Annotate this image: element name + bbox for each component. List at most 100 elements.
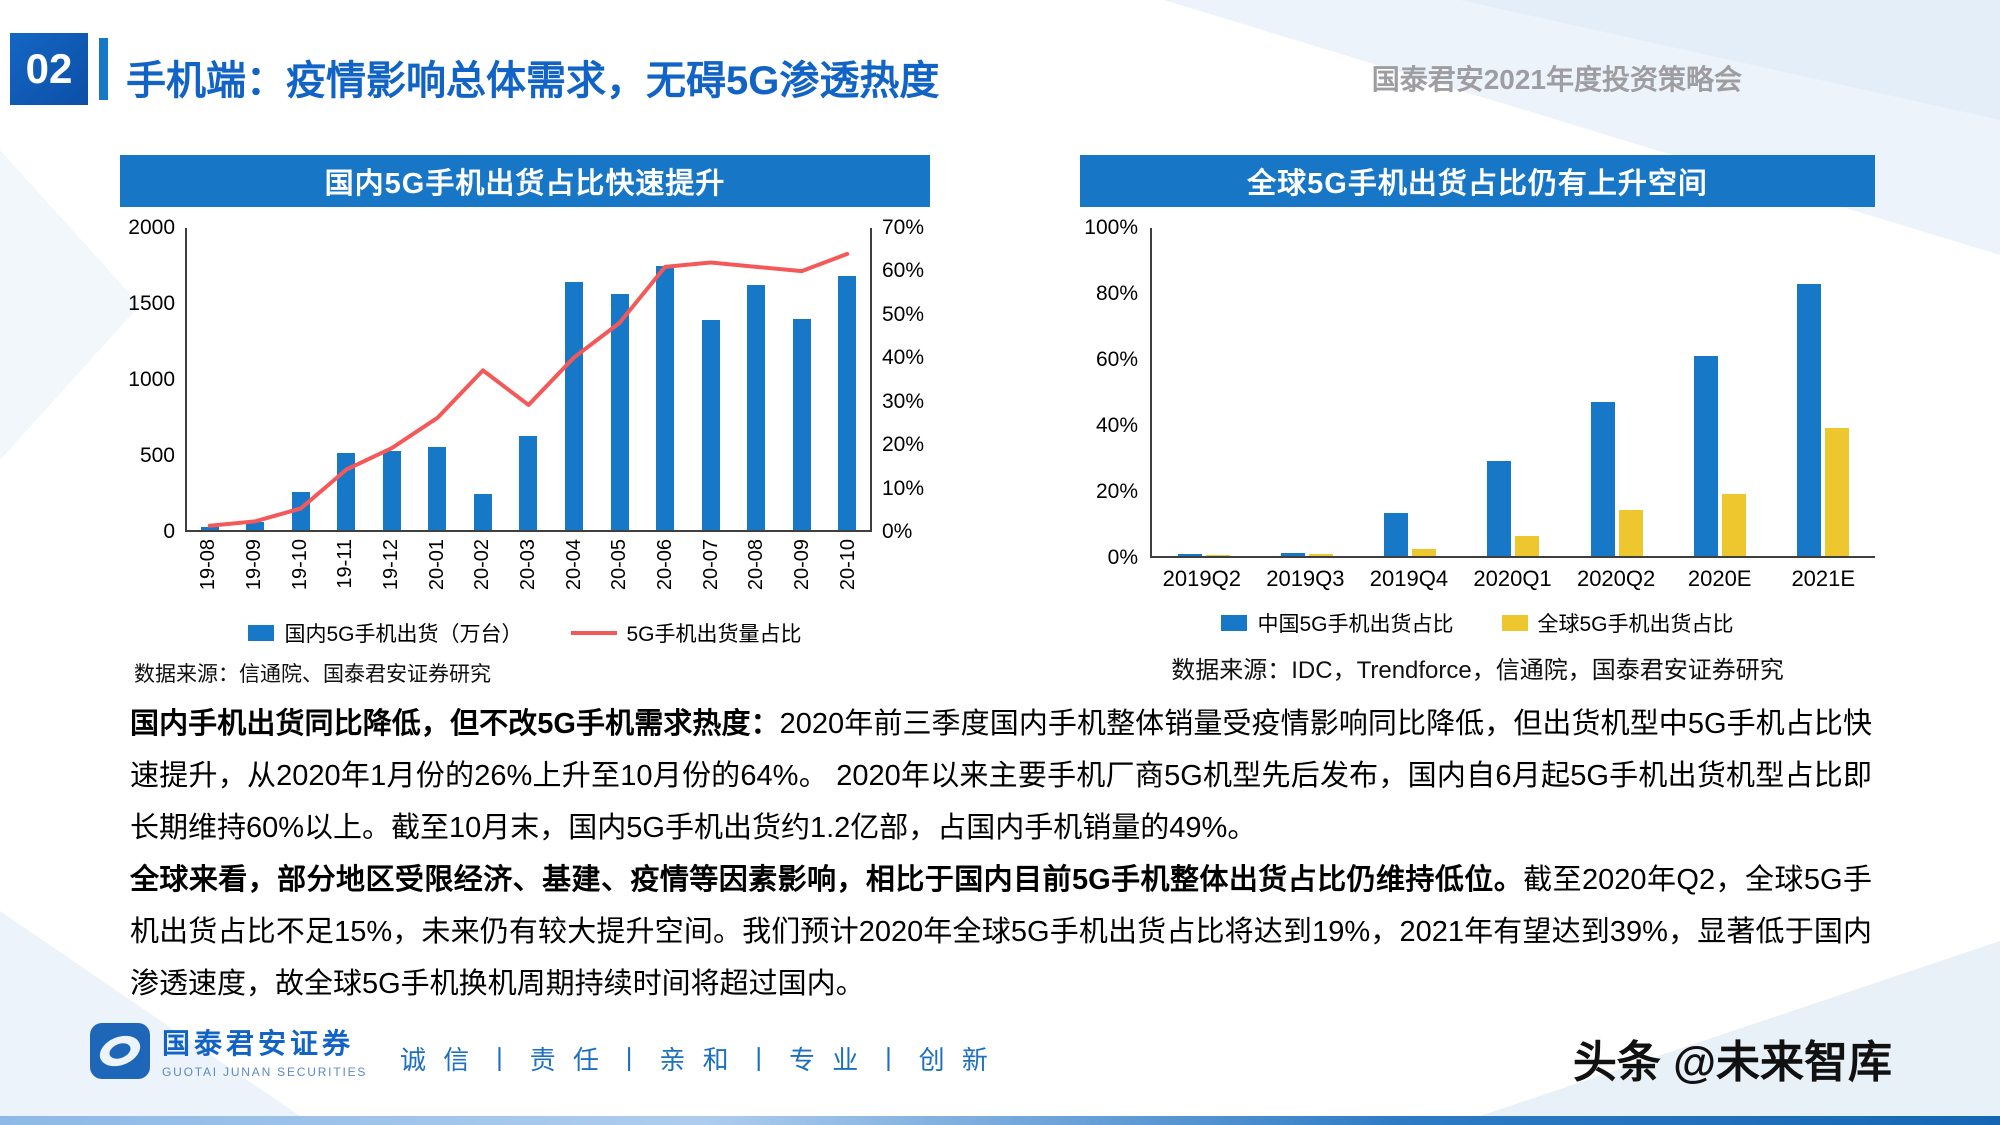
bar-column-19-09 (233, 228, 279, 530)
x-axis-label: 2019Q3 (1266, 566, 1345, 591)
y-axis-tick-label: 100% (1084, 216, 1138, 239)
y-axis-tick-label: 10% (882, 476, 925, 500)
company-logo-text: 国泰君安证券 GUOTAI JUNAN SECURITIES (162, 1022, 367, 1079)
x-axis-label: 20-09 (791, 539, 814, 591)
global-ratio-bar (1308, 554, 1333, 556)
domestic-bars (187, 228, 870, 530)
domestic-shipment-bar (747, 285, 766, 530)
y-axis-tick-label: 500 (139, 444, 175, 467)
x-axis-label: 19-08 (197, 539, 220, 591)
bar-column-19-12 (369, 228, 415, 530)
conference-label: 国泰君安2021年度投资策略会 (1371, 64, 1742, 95)
x-axis-label: 20-05 (608, 539, 631, 591)
analysis-text: 国内手机出货同比降低，但不改5G手机需求热度：2020年前三季度国内手机整体销量… (130, 698, 1872, 1010)
global-bars (1152, 228, 1875, 556)
bar-group-2019Q2 (1152, 228, 1255, 556)
china-ratio-bar (1797, 283, 1822, 556)
global-chart-title: 全球5G手机出货占比仍有上升空间 (1080, 155, 1875, 207)
paragraph-domestic-body: 2020年前三季度国内手机整体销量受疫情影响同比降低，但出货机型中5G手机占比快… (130, 708, 1873, 844)
bar-column-20-10 (824, 228, 870, 530)
title-accent-bar (99, 38, 108, 100)
domestic-shipment-bar (473, 493, 492, 530)
china-ratio-bar (1280, 552, 1305, 556)
bar-legend-swatch (248, 625, 275, 641)
bar-column-20-02 (460, 228, 506, 530)
company-name-cn: 国泰君安证券 (162, 1028, 355, 1059)
x-axis-label: 20-07 (699, 539, 722, 591)
paragraph-domestic-lead: 国内手机出货同比降低，但不改5G手机需求热度： (130, 708, 780, 740)
bar-column-19-08 (187, 228, 233, 530)
bar-column-20-06 (642, 228, 688, 530)
bar-column-20-03 (506, 228, 552, 530)
domestic-shipment-bar (701, 320, 720, 530)
global-ratio-bar (1412, 549, 1437, 556)
paragraph-domestic: 国内手机出货同比降低，但不改5G手机需求热度：2020年前三季度国内手机整体销量… (130, 698, 1872, 854)
domestic-shipment-bar (382, 451, 401, 530)
y-axis-tick-label: 1000 (128, 368, 175, 391)
y-axis-tick-label: 60% (882, 259, 925, 283)
y-axis-tick-label: 1500 (128, 292, 175, 315)
china-legend-swatch (1221, 615, 1248, 631)
china-ratio-bar (1590, 401, 1615, 556)
y-axis-tick-label: 50% (882, 302, 925, 326)
bar-column-19-10 (278, 228, 324, 530)
bar-column-20-04 (551, 228, 597, 530)
bar-group-2020E (1668, 228, 1771, 556)
y-axis-tick-label: 60% (1095, 348, 1138, 371)
bar-group-2020Q2 (1565, 228, 1668, 556)
legend-label-china: 中国5G手机出货占比 (1257, 613, 1454, 636)
legend-label-line: 5G手机出货量占比 (626, 623, 802, 646)
domestic-shipment-bar (565, 282, 584, 530)
domestic-legend: 国内5G手机出货（万台） 5G手机出货量占比 (120, 618, 930, 648)
left-y-axis: 2000 1500 1000 500 0 (120, 216, 185, 543)
page-number: 02 (25, 45, 73, 92)
x-axis-label: 20-02 (471, 539, 494, 591)
x-axis-label: 19-09 (243, 539, 265, 591)
domestic-x-axis-labels: 19-08 19-09 19-10 19-11 19-12 20-01 20-02 20-03… (186, 532, 871, 614)
x-axis-label: 19-12 (380, 539, 403, 591)
domestic-chart-area: 2000 1500 1000 500 0 70% 60% 50% 40% 30% 20% 10% 0% (120, 216, 930, 543)
x-axis-label: 20-10 (836, 539, 859, 591)
china-ratio-bar (1384, 513, 1409, 556)
x-axis-label: 19-11 (334, 539, 357, 589)
bar-group-2019Q3 (1255, 228, 1358, 556)
paragraph-global: 全球来看，部分地区受限经济、基建、疫情等因素影响，相比于国内目前5G手机整体出货… (130, 854, 1872, 1010)
global-5g-chart-panel: 全球5G手机出货占比仍有上升空间 100% 80% 60% 40% 20% 0% 2019… (1080, 155, 1875, 685)
y-axis-tick-label: 70% (882, 216, 925, 239)
company-logo: 国泰君安证券 GUOTAI JUNAN SECURITIES (90, 1022, 367, 1079)
legend-item-bars: 国内5G手机出货（万台） (248, 618, 523, 648)
x-axis-label: 2019Q4 (1369, 566, 1449, 591)
y-axis-tick-label: 2000 (128, 216, 175, 239)
background-wedge-left (0, 150, 140, 460)
china-ratio-bar (1694, 355, 1719, 556)
bar-group-2019Q4 (1359, 228, 1462, 556)
y-axis-tick-label: 20% (1095, 480, 1138, 503)
domestic-data-source: 数据来源：信通院、国泰君安证券研究 (134, 663, 491, 686)
global-x-axis-labels: 2019Q2 2019Q3 2019Q4 2020Q1 2020Q2 2020E 2021E (1150, 566, 1875, 596)
page-title: 手机端：疫情影响总体需求，无碍5G渗透热度 (126, 59, 940, 103)
domestic-shipment-bar (428, 446, 447, 530)
domestic-5g-chart-panel: 国内5G手机出货占比快速提升 2000 1500 1000 500 0 70% 60% 50… (120, 155, 930, 688)
bar-group-2020Q1 (1462, 228, 1565, 556)
bar-column-20-09 (779, 228, 825, 530)
y-axis-tick-label: 20% (882, 433, 925, 457)
domestic-shipment-bar (291, 492, 310, 530)
domestic-shipment-bar (200, 526, 219, 530)
x-axis-label: 2020E (1687, 566, 1752, 591)
china-ratio-bar (1177, 554, 1202, 556)
domestic-shipment-bar (838, 276, 857, 530)
paragraph-global-lead: 全球来看，部分地区受限经济、基建、疫情等因素影响，相比于国内目前5G手机整体出货… (130, 864, 1524, 896)
global-ratio-bar (1618, 510, 1643, 556)
bar-column-20-07 (688, 228, 734, 530)
global-chart-area: 100% 80% 60% 40% 20% 0% (1080, 216, 1875, 569)
bar-column-20-05 (597, 228, 643, 530)
global-legend-swatch (1501, 615, 1528, 631)
line-legend-swatch (570, 631, 617, 635)
x-axis-label: 2019Q2 (1162, 566, 1241, 591)
domestic-shipment-bar (610, 294, 629, 530)
x-axis-label: 2020Q1 (1473, 566, 1552, 591)
bar-column-20-08 (733, 228, 779, 530)
company-logo-icon (90, 1022, 150, 1079)
x-axis-label: 20-08 (745, 539, 768, 591)
global-ratio-bar (1825, 428, 1850, 556)
